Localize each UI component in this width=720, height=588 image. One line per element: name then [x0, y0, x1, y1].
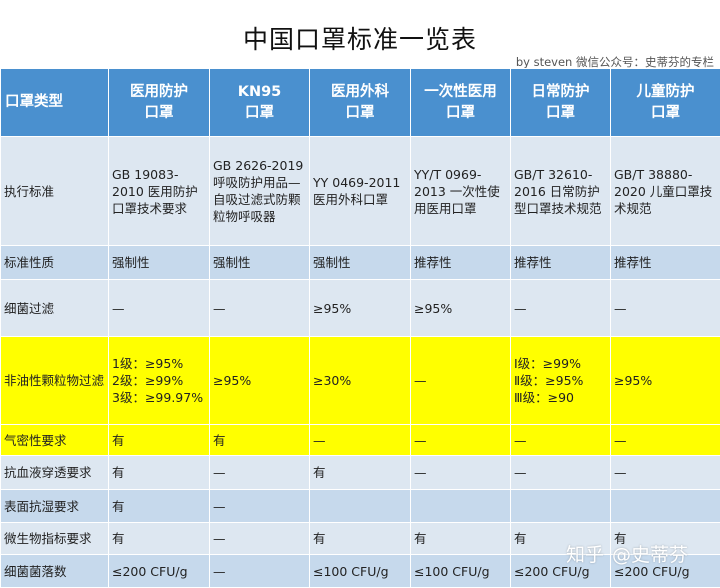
row-label: 气密性要求: [1, 425, 109, 456]
row-label: 标准性质: [1, 246, 109, 280]
watermark: 知乎 @史蒂芬: [566, 540, 688, 567]
table-cell: YY 0469-2011 医用外科口罩: [310, 137, 411, 246]
page-title: 中国口罩标准一览表: [0, 20, 720, 56]
table-cell: —: [511, 456, 611, 490]
table-cell: [611, 490, 720, 523]
table-cell: 有: [109, 490, 210, 523]
table-cell: 有: [109, 523, 210, 555]
table-cell: —: [310, 425, 411, 456]
table-cell: ≥95%: [210, 337, 310, 425]
header-medical-protective: 医用防护口罩: [109, 69, 210, 137]
table-row: 表面抗湿要求 有 —: [1, 490, 720, 523]
row-label: 非油性颗粒物过滤: [1, 337, 109, 425]
header-medical-surgical: 医用外科口罩: [310, 69, 411, 137]
table-cell: [310, 490, 411, 523]
table-cell: GB/T 32610-2016 日常防护型口罩技术规范: [511, 137, 611, 246]
table-cell: 有: [210, 425, 310, 456]
zhihu-logo: 知乎: [566, 540, 604, 567]
table-row: 执行标准 GB 19083-2010 医用防护口罩技术要求 GB 2626-20…: [1, 137, 720, 246]
table-cell: GB 2626-2019 呼吸防护用品—自吸过滤式防颗粒物呼吸器: [210, 137, 310, 246]
table-cell: —: [210, 456, 310, 490]
header-daily-protective: 日常防护口罩: [511, 69, 611, 137]
table-cell: —: [109, 280, 210, 337]
table-cell: —: [511, 280, 611, 337]
table-cell: 1级：≥95% 2级：≥99% 3级：≥99.97%: [109, 337, 210, 425]
table-cell: —: [611, 425, 720, 456]
table-cell: ≥95%: [310, 280, 411, 337]
table-cell: —: [210, 280, 310, 337]
table-row-highlighted: 气密性要求 有 有 — — — —: [1, 425, 720, 456]
table-cell: —: [611, 280, 720, 337]
table-cell: 有: [411, 523, 511, 555]
row-label: 细菌过滤: [1, 280, 109, 337]
header-children: 儿童防护口罩: [611, 69, 720, 137]
table-cell: —: [411, 337, 511, 425]
table-cell: GB/T 38880-2020 儿童口罩技术规范: [611, 137, 720, 246]
table-cell: ≥95%: [411, 280, 511, 337]
table-cell: —: [210, 523, 310, 555]
table-cell: 强制性: [109, 246, 210, 280]
row-label: 表面抗湿要求: [1, 490, 109, 523]
table-cell: 有: [109, 456, 210, 490]
table-row: 细菌过滤 — — ≥95% ≥95% — —: [1, 280, 720, 337]
table-cell: —: [210, 490, 310, 523]
table-row-highlighted: 非油性颗粒物过滤 1级：≥95% 2级：≥99% 3级：≥99.97% ≥95%…: [1, 337, 720, 425]
table-cell: YY/T 0969-2013 一次性使用医用口罩: [411, 137, 511, 246]
table-cell: 强制性: [310, 246, 411, 280]
table-row: 标准性质 强制性 强制性 强制性 推荐性 推荐性 推荐性: [1, 246, 720, 280]
table-cell: —: [611, 456, 720, 490]
table-cell: [411, 490, 511, 523]
table-row: 抗血液穿透要求 有 — 有 — — —: [1, 456, 720, 490]
table-cell: 强制性: [210, 246, 310, 280]
table-cell: 有: [310, 523, 411, 555]
table-cell: Ⅰ级：≥99% Ⅱ级：≥95% Ⅲ级：≥90: [511, 337, 611, 425]
table-cell: 有: [310, 456, 411, 490]
table-cell: ≥95%: [611, 337, 720, 425]
row-label: 微生物指标要求: [1, 523, 109, 555]
table-cell: GB 19083-2010 医用防护口罩技术要求: [109, 137, 210, 246]
header-disposable-medical: 一次性医用口罩: [411, 69, 511, 137]
table-cell: 有: [109, 425, 210, 456]
row-label: 执行标准: [1, 137, 109, 246]
table-cell: ≥30%: [310, 337, 411, 425]
table-cell: 推荐性: [511, 246, 611, 280]
table-cell: —: [411, 425, 511, 456]
table-cell: —: [511, 425, 611, 456]
watermark-author: @史蒂芬: [612, 544, 688, 566]
table-cell: 推荐性: [411, 246, 511, 280]
header-mask-type: 口罩类型: [1, 69, 109, 137]
table-cell: —: [411, 456, 511, 490]
row-label: 抗血液穿透要求: [1, 456, 109, 490]
table-cell: 推荐性: [611, 246, 720, 280]
table-cell: [511, 490, 611, 523]
